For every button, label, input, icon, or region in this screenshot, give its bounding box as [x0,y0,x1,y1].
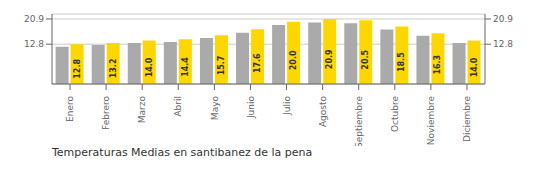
svg-text:20.5: 20.5 [361,49,370,69]
svg-text:14.0: 14.0 [145,57,154,77]
svg-text:20.9: 20.9 [493,14,513,24]
svg-text:14.0: 14.0 [470,57,479,77]
svg-text:20.0: 20.0 [289,50,298,70]
svg-text:Diciembre: Diciembre [462,96,472,142]
svg-text:14.4: 14.4 [181,57,190,77]
svg-text:Noviembre: Noviembre [426,96,436,146]
svg-text:Julio: Julio [282,96,292,116]
svg-text:Octubre: Octubre [390,96,400,132]
svg-text:Junio: Junio [246,96,256,120]
svg-text:20.9: 20.9 [24,14,44,24]
svg-text:Febrero: Febrero [101,96,111,130]
svg-text:Agosto: Agosto [318,96,328,128]
svg-text:Septiembre: Septiembre [354,96,364,146]
svg-text:Mayo: Mayo [210,96,220,121]
svg-text:18.5: 18.5 [397,52,406,72]
svg-text:Marzo: Marzo [137,96,147,124]
svg-text:16.3: 16.3 [433,55,442,75]
svg-text:12.8: 12.8 [493,39,513,49]
svg-text:12.8: 12.8 [24,39,44,49]
svg-text:Enero: Enero [65,96,75,122]
svg-text:Abril: Abril [173,96,183,117]
svg-text:15.7: 15.7 [217,56,226,76]
html-text:Temperaturas Medias en santiba: Temperaturas Medias en santibanez de la … [52,146,313,159]
svg-text:12.8: 12.8 [73,59,82,79]
svg-text:20.9: 20.9 [325,49,334,69]
svg-text:13.2: 13.2 [109,59,118,79]
svg-text:17.6: 17.6 [253,53,262,73]
